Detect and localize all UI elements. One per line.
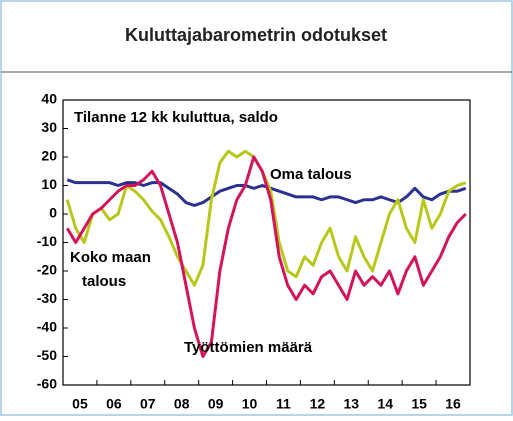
y-tick-label: -60	[37, 376, 57, 392]
series-label: Koko maan talous	[70, 249, 151, 290]
y-tick-label: -30	[37, 290, 57, 306]
x-tick-label: 06	[106, 396, 122, 412]
x-tick-label: 11	[276, 396, 291, 412]
subtitle: Tilanne 12 kk kuluttua, saldo	[74, 109, 278, 126]
y-tick-label: -50	[37, 347, 57, 363]
x-tick-label: 12	[310, 396, 326, 412]
x-tick-label: 09	[208, 396, 224, 412]
y-tick-label: 0	[49, 205, 57, 221]
x-tick-label: 05	[72, 396, 88, 412]
series-label: Oma talous	[270, 166, 352, 183]
y-tick-label: 20	[41, 148, 57, 164]
x-tick-label: 10	[242, 396, 258, 412]
y-tick-label: 10	[41, 176, 57, 192]
x-tick-label: 13	[344, 396, 360, 412]
x-tick-label: 07	[140, 396, 156, 412]
y-tick-label: -10	[37, 233, 57, 249]
x-tick-label: 08	[174, 396, 190, 412]
y-tick-label: 30	[41, 119, 57, 135]
y-tick-label: -40	[37, 319, 57, 335]
series-line	[65, 155, 467, 358]
chart-title: Kuluttajabarometrin odotukset	[125, 25, 387, 45]
y-tick-label: 40	[41, 91, 57, 107]
x-tick-label: 14	[377, 396, 393, 412]
x-tick-label: 16	[445, 396, 461, 412]
y-tick-label: -20	[37, 262, 57, 278]
x-tick-label: 15	[411, 396, 427, 412]
series-label: Työttömien määrä	[184, 339, 313, 356]
